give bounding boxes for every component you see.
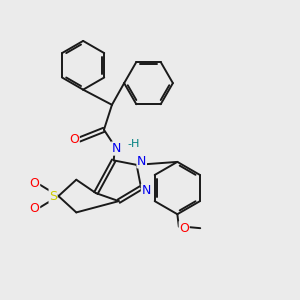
- Text: O: O: [69, 133, 79, 146]
- Text: O: O: [30, 202, 40, 215]
- Text: O: O: [179, 222, 189, 235]
- Text: N: N: [141, 184, 151, 197]
- Text: S: S: [49, 190, 57, 202]
- Text: -H: -H: [127, 140, 140, 149]
- Text: N: N: [137, 155, 146, 168]
- Text: O: O: [30, 177, 40, 190]
- Text: N: N: [112, 142, 121, 155]
